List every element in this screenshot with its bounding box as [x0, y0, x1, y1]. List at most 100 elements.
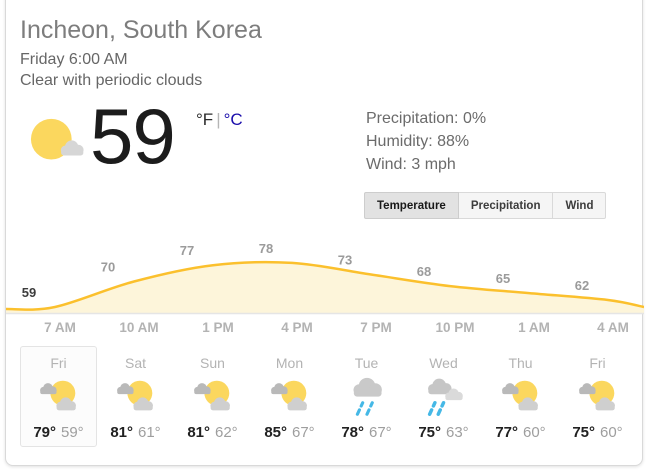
day-low-temp: 67° — [369, 424, 392, 441]
cloud-shape — [427, 378, 452, 395]
tab-temperature[interactable]: Temperature — [364, 192, 459, 219]
rain-icon — [353, 377, 382, 416]
chart-time-label: 4 AM — [597, 320, 629, 335]
partly-cloudy-icon — [270, 380, 307, 411]
chart-value-label: 59 — [22, 285, 36, 300]
day-name: Sat — [124, 355, 146, 371]
forecast-day-wed[interactable]: Wed 75° 63° — [405, 346, 482, 447]
header-condition: Clear with periodic clouds — [20, 72, 203, 89]
day-icon — [98, 374, 173, 422]
day-high-temp: 75° — [418, 424, 441, 441]
chart-time-label: 10 AM — [119, 320, 158, 335]
forecast-day-mon[interactable]: Mon 85° 67° — [251, 346, 328, 447]
day-high-temp: 75° — [572, 424, 595, 441]
day-temps: 78° 67° — [329, 424, 404, 441]
cloud-shape — [444, 388, 463, 401]
day-low-temp: 60° — [523, 424, 546, 441]
chart-value-label: 68 — [417, 264, 431, 279]
rain-streak — [436, 401, 445, 416]
forecast-day-tue[interactable]: Tue 78° 67° — [328, 346, 405, 447]
forecast-day-thu[interactable]: Thu 77° 60° — [482, 346, 559, 447]
day-high-temp: 81° — [187, 424, 210, 441]
day-temps: 75° 60° — [560, 424, 635, 441]
day-low-temp: 63° — [446, 424, 469, 441]
cloud-shape — [501, 383, 519, 395]
forecast-day-sun[interactable]: Sun 81° 62° — [174, 346, 251, 447]
unit-separator: | — [216, 110, 221, 129]
day-name: Tue — [354, 355, 379, 371]
cloud-shape — [193, 383, 211, 395]
forecast-day-sat[interactable]: Sat 81° 61° — [97, 346, 174, 447]
day-name: Mon — [275, 355, 304, 371]
day-temps: 79° 59° — [21, 424, 96, 441]
day-name: Fri — [50, 355, 67, 371]
chart-time-label: 4 PM — [281, 320, 313, 335]
unit-fahrenheit: °F — [196, 110, 214, 129]
forecast-day-fri[interactable]: Fri 75° 60° — [559, 346, 636, 447]
day-low-temp: 61° — [138, 424, 161, 441]
day-low-temp: 59° — [61, 424, 84, 441]
sun-with-cloud-icon — [30, 118, 84, 160]
cloud-shape — [116, 383, 134, 395]
day-temps: 85° 67° — [252, 424, 327, 441]
detail-precipitation: Precipitation: 0% — [366, 110, 487, 127]
day-icon — [406, 374, 481, 422]
day-icon — [175, 374, 250, 422]
day-icon — [560, 374, 635, 422]
cloud-shape — [60, 140, 84, 156]
unit-celsius-link[interactable]: °C — [223, 110, 243, 129]
hourly-temperature-chart: 59 70 77 78 73 68 65 62 7 AM 10 AM 1 PM 4 PM 7 PM 10 … — [6, 241, 644, 335]
cloud-shape — [578, 383, 596, 395]
cloud-shape — [270, 383, 288, 395]
tab-precipitation[interactable]: Precipitation — [457, 192, 554, 219]
day-name: Sun — [200, 355, 225, 371]
chart-time-label: 10 PM — [435, 320, 474, 335]
cloud-shape — [517, 397, 538, 411]
tab-wind[interactable]: Wind — [552, 192, 607, 219]
day-high-temp: 79° — [33, 424, 56, 441]
partly-cloudy-icon — [578, 380, 615, 411]
chart-time-label: 7 AM — [44, 320, 76, 335]
chart-value-label: 77 — [180, 243, 194, 258]
cloud-shape — [286, 397, 307, 411]
day-name: Wed — [429, 355, 458, 371]
header-datetime: Friday 6:00 AM — [20, 51, 128, 68]
chart-value-label: 78 — [259, 241, 273, 256]
chart-time-label: 1 PM — [202, 320, 234, 335]
day-high-temp: 77° — [495, 424, 518, 441]
day-name: Fri — [589, 355, 606, 371]
cloud-shape — [353, 377, 382, 397]
rain-streak — [355, 401, 364, 416]
cloud-shape — [132, 397, 153, 411]
day-low-temp: 67° — [292, 424, 315, 441]
day-low-temp: 62° — [215, 424, 238, 441]
day-icon — [329, 374, 404, 422]
day-high-temp: 85° — [264, 424, 287, 441]
chart-time-label: 1 AM — [518, 320, 550, 335]
detail-humidity: Humidity: 88% — [366, 133, 470, 150]
rain-with-clouds-icon — [427, 378, 463, 416]
detail-wind: Wind: 3 mph — [366, 156, 456, 173]
day-temps: 75° 63° — [406, 424, 481, 441]
current-weather-icon — [28, 113, 94, 180]
day-icon — [21, 374, 96, 422]
unit-toggle: °F | °C — [196, 110, 243, 130]
cloud-shape — [209, 397, 230, 411]
day-high-temp: 78° — [341, 424, 364, 441]
rain-streak — [364, 401, 374, 416]
chart-value-label: 62 — [575, 278, 589, 293]
chart-value-label: 65 — [496, 271, 510, 286]
day-low-temp: 60° — [600, 424, 623, 441]
daily-forecast-row: Fri 79° 59° Sat 81° 61° Sun — [20, 346, 636, 447]
cloud-shape — [594, 397, 615, 411]
partly-cloudy-icon — [501, 380, 538, 411]
rain-streak — [427, 401, 437, 416]
current-temperature: 59 — [90, 92, 176, 180]
day-temps: 77° 60° — [483, 424, 558, 441]
partly-cloudy-icon — [39, 380, 76, 411]
chart-time-label: 7 PM — [360, 320, 392, 335]
day-temps: 81° 61° — [98, 424, 173, 441]
forecast-day-fri[interactable]: Fri 79° 59° — [20, 346, 97, 447]
chart-value-label: 73 — [338, 253, 352, 268]
day-name: Thu — [508, 355, 533, 371]
